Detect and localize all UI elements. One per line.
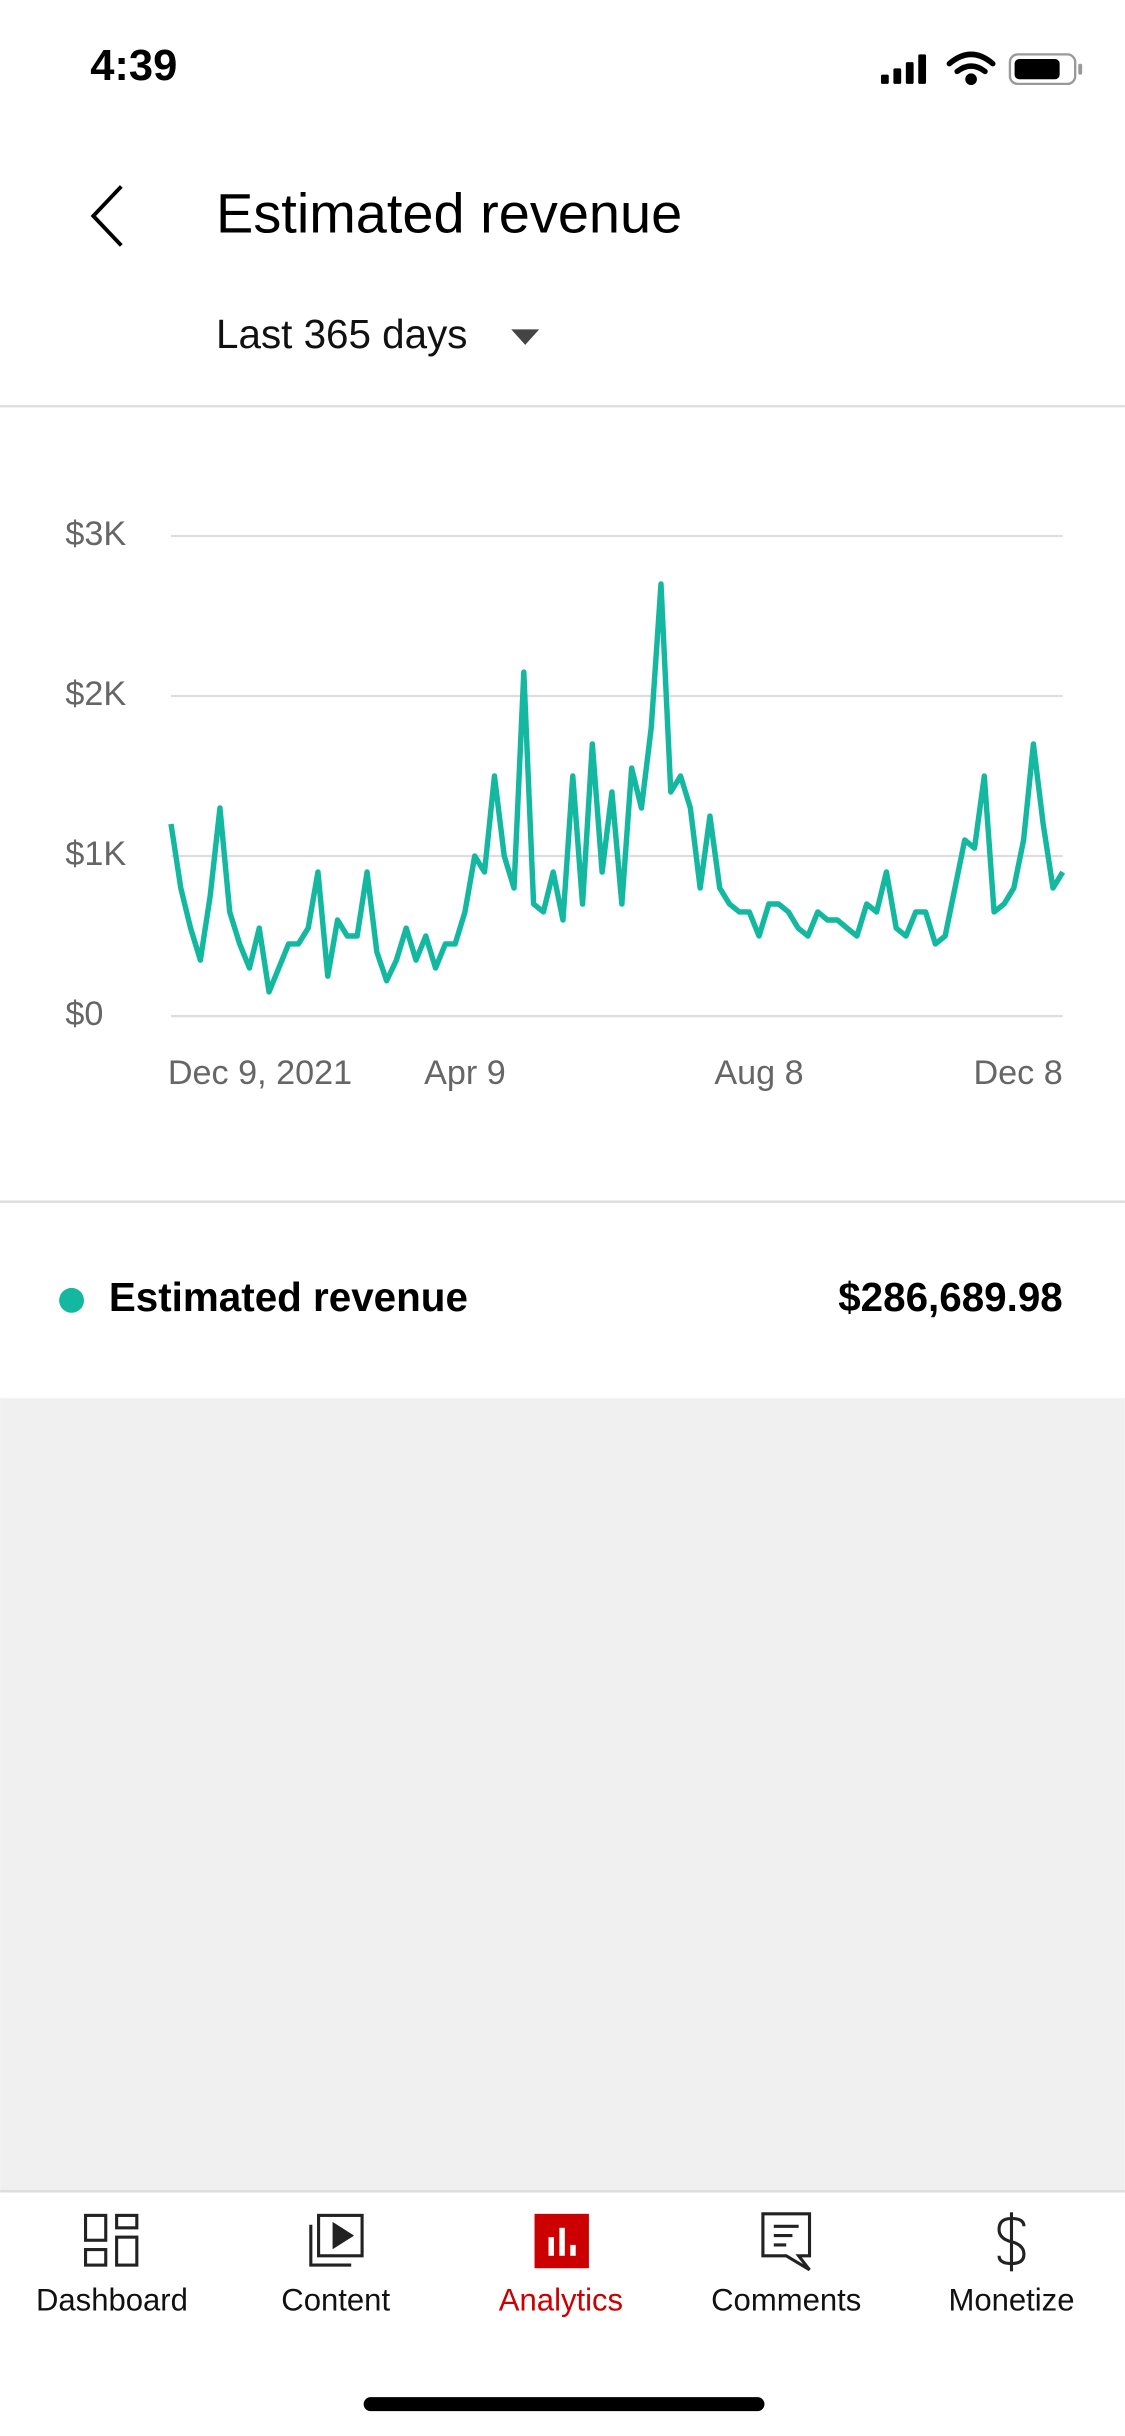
nav-dashboard[interactable]: Dashboard [36, 2283, 188, 2318]
legend-label: Estimated revenue [109, 1274, 468, 1320]
signal-icon [880, 54, 927, 84]
wifi-icon [946, 51, 996, 86]
comments-icon [761, 2212, 812, 2272]
period-selector[interactable]: Last 365 days [216, 311, 467, 357]
nav-monetize[interactable]: Monetize [948, 2283, 1074, 2318]
total-value: $286,689.98 [838, 1274, 1063, 1320]
nav-content[interactable]: Content [281, 2283, 390, 2318]
x-tick-label: Dec 9, 2021 [168, 1054, 352, 1092]
y-tick-label: $2K [65, 675, 126, 713]
page-title: Estimated revenue [216, 181, 682, 244]
analytics-icon [534, 2213, 589, 2269]
x-tick-label: Aug 8 [714, 1054, 803, 1092]
home-indicator [363, 2397, 765, 2412]
battery-icon [1008, 53, 1083, 86]
legend-dot [59, 1287, 84, 1313]
monetize-icon [997, 2212, 1026, 2272]
dashboard-icon [84, 2213, 139, 2267]
empty-area [0, 1398, 1125, 2191]
back-button[interactable] [90, 185, 123, 247]
y-tick-label: $3K [65, 515, 126, 553]
chart: $0 $1K $2K $3K Dec 9, 2021 Apr 9 Aug 8 Dec 8 [65, 515, 1066, 1092]
y-tick-label: $0 [65, 995, 103, 1033]
y-tick-label: $1K [65, 835, 126, 873]
dropdown-arrow[interactable] [511, 329, 540, 345]
x-tick-label: Apr 9 [424, 1054, 506, 1092]
status-time: 4:39 [90, 42, 177, 90]
nav-analytics[interactable]: Analytics [499, 2283, 623, 2318]
content-icon [309, 2213, 364, 2267]
revenue-line [168, 581, 1066, 995]
nav-comments[interactable]: Comments [711, 2283, 861, 2318]
x-tick-label: Dec 8 [974, 1054, 1063, 1092]
